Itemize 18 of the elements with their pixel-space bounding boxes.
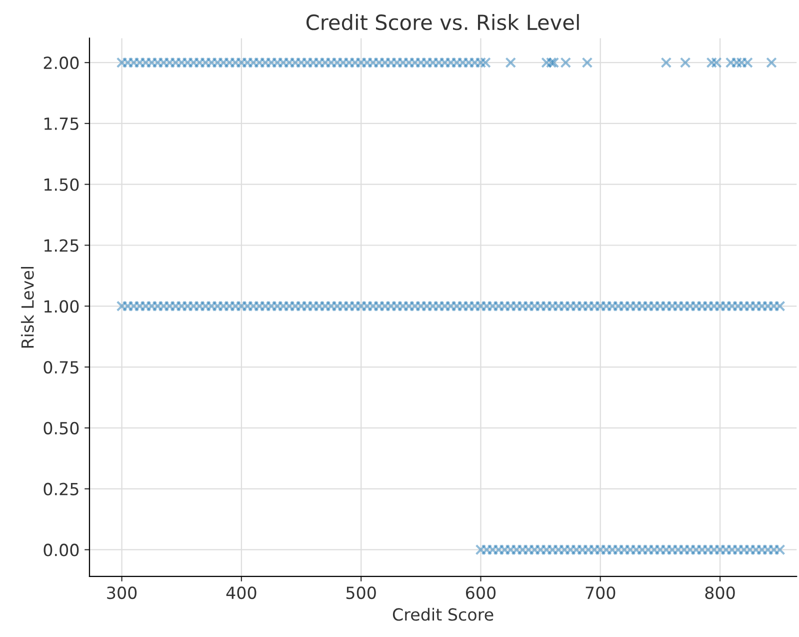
y-tick-label: 1.75 [44,118,78,130]
x-tick-label: 600 [466,586,496,600]
x-tick-label: 300 [107,586,137,600]
x-tick-label: 500 [346,586,376,600]
y-tick-label: 0.00 [44,544,79,556]
y-tick-label: 2.00 [44,56,79,70]
y-axis-title: Risk Level [20,266,34,348]
y-tick-label: 1.00 [44,300,79,313]
y-tick-label: 1.25 [44,239,78,252]
y-tick-label: 0.25 [44,482,78,496]
chart-title: Credit Score vs. Risk Level [306,14,579,30]
y-tick-label: 0.75 [44,360,78,374]
y-tick-label: 0.50 [44,422,79,434]
x-tick-label: 400 [226,586,256,600]
x-tick-label: 800 [705,586,735,600]
x-tick-label: 700 [586,586,616,600]
y-tick-label: 1.50 [44,178,79,191]
x-axis-title: Credit Score [392,608,494,621]
